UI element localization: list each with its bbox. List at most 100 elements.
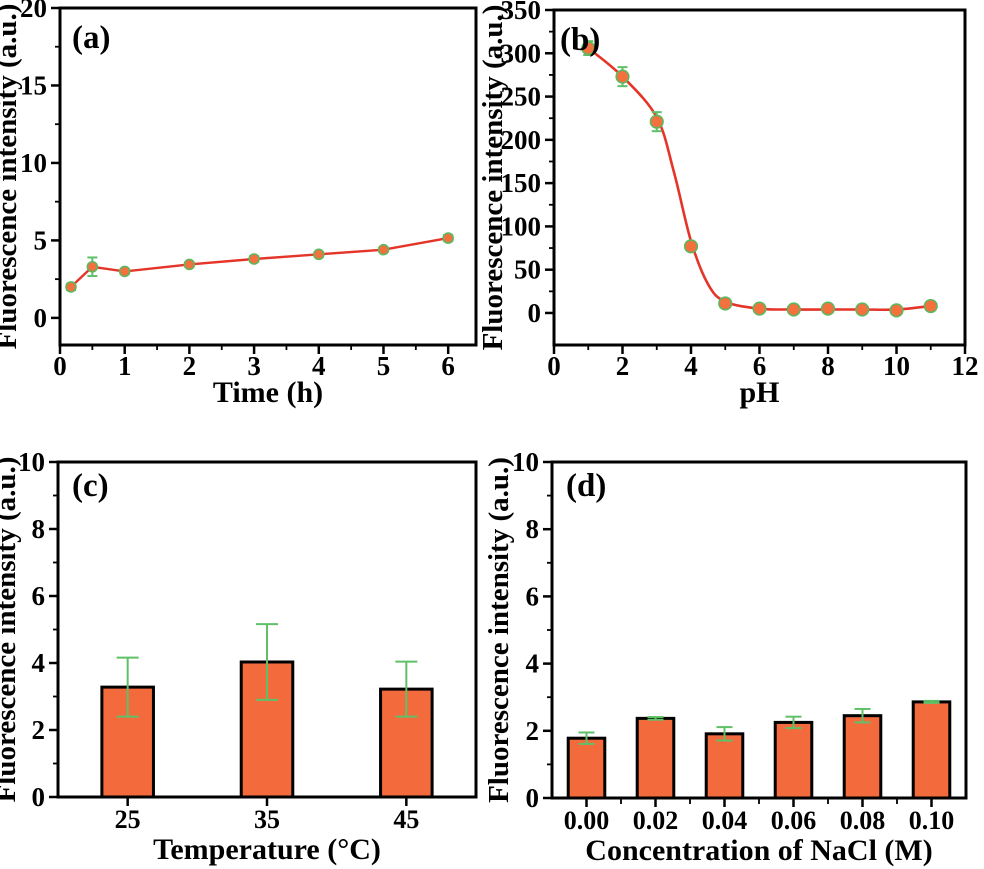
panel-b-svg: 0 50 100 150 200 250 300 350 0 2 4 6 8 10 12 pH Fluoresc… (477, 0, 979, 409)
x-tick-label: 0.06 (771, 806, 817, 835)
x-tick-label: 0.10 (909, 806, 955, 835)
x-tick-label: 6 (441, 351, 455, 381)
y-tick-label: 200 (501, 125, 542, 155)
bar (842, 714, 883, 800)
panel-a-svg: 0 5 10 15 20 0 1 2 3 4 5 6 Time (h) Fluorescence inte… (0, 0, 478, 409)
panel-a-axes: 0 5 10 15 20 0 1 2 3 4 5 6 (20, 0, 455, 381)
error-bar (923, 699, 940, 704)
error-bar (716, 726, 733, 742)
axis-frame (552, 8, 967, 347)
y-tick-label: 4 (32, 648, 46, 678)
panel-d-plot-area (566, 699, 952, 800)
y-tick-label: 2 (526, 716, 540, 746)
x-tick-label: 0.02 (633, 806, 679, 835)
error-bar (647, 716, 664, 721)
y-tick-label: 50 (514, 255, 541, 285)
x-axis-label: Concentration of NaCl (M) (585, 834, 932, 867)
data-point-marker (649, 114, 664, 129)
data-point-marker (718, 296, 733, 311)
y-tick-label: 150 (501, 168, 542, 198)
data-line (70, 236, 449, 288)
x-tick-label: 2 (616, 351, 630, 381)
y-axis-label: Fluorescence intensity (a.u.) (477, 5, 509, 351)
error-bar (578, 731, 595, 745)
y-tick-label: 15 (20, 70, 47, 100)
error-bar (256, 623, 278, 701)
y-tick-label: 0 (528, 298, 542, 328)
x-tick-label: 3 (247, 351, 261, 381)
panel-c-axes: 0 2 4 6 8 10 25 35 45 (18, 447, 419, 834)
panel-label: (b) (560, 22, 600, 58)
y-tick-label: 2 (32, 715, 46, 745)
panel-b-ph-line-chart: 0 50 100 150 200 250 300 350 0 2 4 6 8 10 12 pH Fluoresc… (477, 0, 984, 430)
x-axis-label: Time (h) (213, 376, 323, 409)
panel-label: (d) (566, 468, 606, 504)
x-tick-label: 25 (115, 805, 141, 834)
fitted-curve (587, 47, 931, 312)
data-point-marker (923, 298, 938, 314)
data-point-marker (183, 258, 196, 271)
x-tick-label: 5 (377, 351, 391, 381)
x-tick-label: 12 (952, 351, 979, 381)
y-tick-label: 6 (526, 581, 540, 611)
x-tick-label: 35 (254, 805, 280, 834)
data-point-marker (248, 253, 260, 265)
panel-label: (a) (72, 20, 110, 56)
axis-frame (550, 460, 968, 800)
error-bar (116, 656, 139, 718)
y-tick-label: 250 (501, 82, 542, 112)
y-tick-label: 300 (501, 38, 542, 68)
data-point-marker (820, 301, 836, 316)
panel-c-plot-area (100, 623, 434, 799)
x-tick-label: 0.04 (702, 806, 748, 835)
data-point-marker (65, 281, 77, 293)
x-tick-label: 10 (883, 351, 910, 381)
data-point-marker (855, 302, 870, 317)
panel-b-plot-area (581, 40, 938, 318)
panel-a-plot-area (65, 232, 454, 293)
data-point-marker (889, 303, 904, 318)
y-tick-label: 8 (32, 514, 46, 544)
y-tick-label: 100 (501, 211, 542, 241)
x-tick-label: 2 (183, 351, 197, 381)
data-point-marker (377, 243, 390, 256)
x-tick-label: 0.00 (564, 806, 610, 835)
y-tick-label: 0 (34, 303, 48, 333)
y-tick-label: 10 (18, 447, 45, 477)
panel-a-time-line-chart: 0 5 10 15 20 0 1 2 3 4 5 6 Time (h) Fluorescence inte… (0, 0, 492, 430)
panel-d-axes: 0 2 4 6 8 10 0.00 0.02 0.04 0.06 0.08 0.10 (512, 447, 954, 835)
error-bar (395, 660, 418, 718)
bar (566, 736, 607, 800)
data-point-marker (752, 301, 767, 316)
panel-c-temperature-bar-chart: 0 2 4 6 8 10 25 35 45 Temperature (°C) Fluorescenc… (0, 430, 492, 869)
panel-d-nacl-bar-chart: 0 2 4 6 8 10 0.00 0.02 0.04 0.06 0.08 0.10 Concentra… (483, 430, 984, 869)
y-tick-label: 350 (501, 0, 542, 25)
data-point-marker (442, 232, 454, 244)
panel-label: (c) (72, 468, 109, 504)
panel-d-svg: 0 2 4 6 8 10 0.00 0.02 0.04 0.06 0.08 0.10Concentra… (483, 447, 968, 867)
y-tick-label: 6 (32, 581, 46, 611)
y-tick-label: 8 (526, 514, 540, 544)
error-bar (854, 707, 871, 724)
bar (773, 720, 814, 800)
y-tick-label: 0 (526, 783, 540, 813)
y-axis-label: Fluorescence intensity (a.u.) (483, 457, 515, 803)
x-tick-label: 6 (753, 351, 767, 381)
data-point-marker (786, 302, 801, 317)
x-tick-label: 45 (393, 805, 419, 834)
error-bar (785, 715, 802, 730)
x-tick-label: 0 (547, 351, 561, 381)
x-tick-label: 1 (118, 351, 132, 381)
bar (911, 700, 952, 800)
y-tick-label: 4 (526, 649, 540, 679)
data-point-marker (581, 40, 596, 56)
y-tick-label: 10 (20, 148, 47, 178)
data-point-marker (615, 69, 630, 84)
x-axis-label: Temperature (°C) (153, 833, 381, 866)
y-axis-label: Fluorescence intensity (a.u.) (0, 457, 22, 803)
x-tick-label: 4 (684, 351, 698, 381)
x-tick-label: 0.08 (840, 806, 886, 835)
panel-c-svg: 0 2 4 6 8 10 25 35 45 Temperature (°C) Fluorescenc… (0, 447, 478, 866)
y-axis-label: Fluorescence intensity (a.u.) (0, 4, 23, 350)
